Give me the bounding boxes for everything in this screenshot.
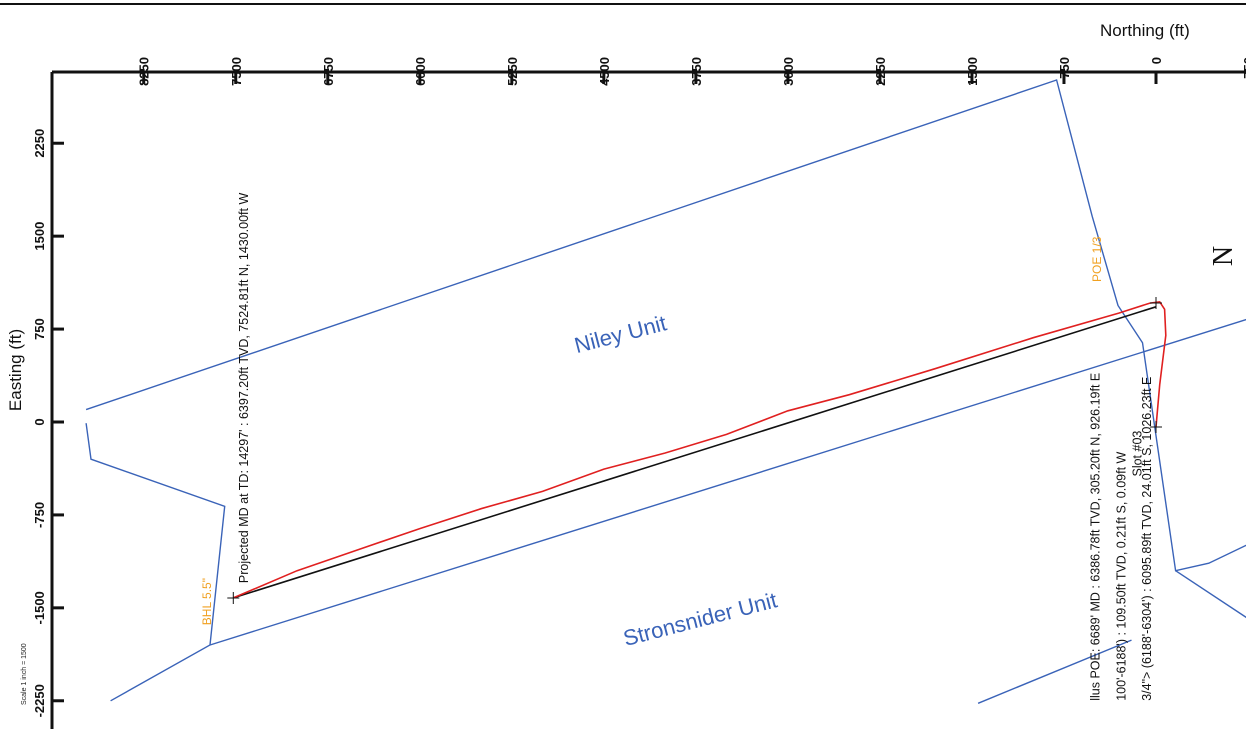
scale-note: Scale 1 inch = 1500: [21, 643, 28, 705]
annotation-label: 100'-6188') : 109.50ft TVD, 0.21ft S, 0.…: [1114, 451, 1128, 700]
x-tick-label: 750: [1057, 57, 1072, 79]
annotation-label: 3/4"> (6188'-6304') : 6095.89ft TVD, 24.…: [1140, 377, 1154, 701]
well-marker: [1150, 420, 1162, 433]
series-layer: [85, 79, 1246, 704]
series-line-2: [209, 318, 1246, 646]
annotation-label: Slot #03: [1130, 431, 1144, 477]
x-tick-label: 7500: [229, 57, 244, 86]
north-arrow-icon: N: [1208, 246, 1239, 266]
axis-ticks: 8250 7500 6750 6000 5250 4500 3750 3000 2250 1500…: [32, 57, 1246, 717]
annotation-label: POE 1/3: [1090, 236, 1104, 282]
unit-label: Stronsnider Unit: [621, 587, 780, 651]
y-axis-title: Easting (ft): [6, 329, 25, 411]
well-marker: [1150, 297, 1162, 310]
x-tick-label: 0: [1149, 57, 1164, 64]
x-tick-label: 1500: [965, 57, 980, 86]
y-tick-label: 1500: [32, 222, 47, 251]
x-axis-title: Northing (ft): [1100, 21, 1190, 40]
y-tick-label: 0: [32, 418, 47, 425]
series-line-5: [233, 306, 1157, 599]
y-tick-label: 750: [32, 318, 47, 340]
annotation-label: llus POE: 6689' MD : 6386.78ft TVD, 305.…: [1089, 373, 1103, 701]
unit-label: Niley Unit: [572, 310, 669, 358]
series-line-0: [85, 79, 1246, 572]
x-tick-label: 6000: [413, 57, 428, 86]
y-tick-label: 2250: [32, 129, 47, 158]
x-tick-label: 8250: [137, 57, 152, 86]
x-tick-label: 3000: [781, 57, 796, 86]
x-tick-label: 2250: [873, 57, 888, 86]
x-tick-label: 3750: [689, 57, 704, 86]
x-tick-label: 6750: [321, 57, 336, 86]
annotation-label: BHL 5.5": [200, 578, 214, 625]
label-layer: Niley Unit Stronsnider Unit Projected MD a…: [200, 193, 1154, 701]
x-tick-label: 4500: [597, 57, 612, 86]
series-line-6: [232, 300, 1167, 599]
series-line-4: [1175, 570, 1246, 619]
x-tick-label: 750: [1241, 57, 1246, 79]
y-tick-label: -2250: [32, 684, 47, 717]
y-tick-label: -1500: [32, 591, 47, 624]
series-line-1: [85, 423, 226, 702]
well-marker: [227, 591, 240, 604]
x-tick-label: 5250: [505, 57, 520, 86]
annotation-label: Projected MD at TD: 14297' : 6397.20ft T…: [237, 193, 251, 584]
series-line-3: [977, 639, 1132, 704]
y-tick-label: -750: [32, 502, 47, 528]
